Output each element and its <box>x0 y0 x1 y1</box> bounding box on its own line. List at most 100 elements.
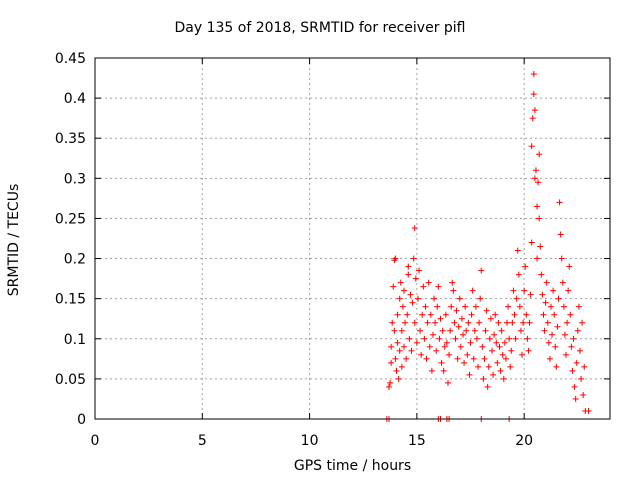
data-point <box>423 355 430 362</box>
y-tick-label: 0.05 <box>55 372 86 388</box>
data-point <box>453 307 460 314</box>
data-point <box>571 383 578 390</box>
data-point <box>433 347 440 354</box>
data-point <box>426 343 433 350</box>
x-tick-label: 5 <box>198 433 207 449</box>
data-point <box>566 263 573 270</box>
data-point <box>497 367 504 374</box>
data-point <box>530 91 537 98</box>
data-point <box>448 303 455 310</box>
data-point <box>511 311 518 318</box>
data-point <box>500 375 507 382</box>
data-point <box>470 355 477 362</box>
data-point <box>508 347 515 354</box>
data-point <box>514 247 521 254</box>
data-point <box>534 203 541 210</box>
data-point <box>523 311 530 318</box>
data-point <box>487 315 494 322</box>
data-point <box>456 295 463 302</box>
y-tick-label: 0.3 <box>64 171 86 187</box>
y-tick-label: 0.35 <box>55 131 86 147</box>
data-point <box>555 295 562 302</box>
data-point <box>399 303 406 310</box>
data-point <box>420 283 427 290</box>
data-point <box>521 287 528 294</box>
data-point <box>414 295 421 302</box>
data-point <box>520 319 527 326</box>
data-point <box>536 151 543 158</box>
data-point <box>390 283 397 290</box>
data-point <box>534 255 541 262</box>
plot-frame <box>94 57 611 420</box>
data-point <box>504 319 510 326</box>
data-point <box>569 367 576 374</box>
data-point <box>439 327 446 334</box>
data-point <box>581 363 588 370</box>
data-point <box>491 331 498 338</box>
data-point <box>396 347 403 354</box>
data-point <box>531 107 538 114</box>
data-point <box>435 283 442 290</box>
data-point <box>389 319 396 326</box>
data-point <box>509 319 516 326</box>
data-point <box>402 319 409 326</box>
data-point <box>406 335 413 342</box>
data-point <box>551 311 558 318</box>
data-point <box>407 291 414 298</box>
data-point <box>404 311 411 318</box>
data-point <box>398 327 405 334</box>
data-points <box>383 71 592 422</box>
data-point <box>585 407 592 414</box>
data-point <box>547 303 554 310</box>
data-point <box>422 303 429 310</box>
x-tick-label: 10 <box>301 433 319 449</box>
data-point <box>483 307 490 314</box>
data-point <box>549 331 556 338</box>
data-point <box>501 339 508 346</box>
data-point <box>495 319 502 326</box>
data-point <box>524 335 531 342</box>
y-tick-label: 0.2 <box>64 252 86 268</box>
data-point <box>458 315 465 322</box>
data-point <box>436 335 443 342</box>
data-point <box>545 339 552 346</box>
data-point <box>531 175 538 182</box>
data-point <box>502 355 509 362</box>
data-point <box>570 335 577 342</box>
data-point <box>412 275 419 282</box>
data-point <box>437 315 444 322</box>
data-point <box>440 367 447 374</box>
data-point <box>484 383 491 390</box>
x-axis-label: GPS time / hours <box>293 458 412 474</box>
data-point <box>409 299 416 306</box>
data-point <box>418 351 425 358</box>
data-point <box>568 343 575 350</box>
data-point <box>411 225 418 232</box>
data-point <box>506 335 513 342</box>
y-tick-label: 0.15 <box>55 292 86 308</box>
data-point <box>578 375 585 382</box>
data-point <box>512 335 519 342</box>
data-point <box>481 355 488 362</box>
data-point <box>451 319 458 326</box>
data-point <box>492 311 499 318</box>
y-tick-label: 0.25 <box>55 211 86 227</box>
data-point <box>397 279 404 286</box>
data-point <box>450 287 457 294</box>
data-point <box>444 379 451 386</box>
data-point <box>410 255 417 262</box>
data-point <box>472 303 479 310</box>
data-point <box>542 299 549 306</box>
data-point <box>574 327 581 334</box>
data-point <box>425 279 432 286</box>
data-point <box>449 279 456 286</box>
data-point <box>563 351 570 358</box>
data-point <box>432 319 439 326</box>
data-point <box>388 343 395 350</box>
data-point <box>527 291 534 298</box>
data-point <box>528 143 535 150</box>
data-point <box>543 279 550 286</box>
data-point <box>572 395 579 402</box>
data-point <box>499 351 506 358</box>
